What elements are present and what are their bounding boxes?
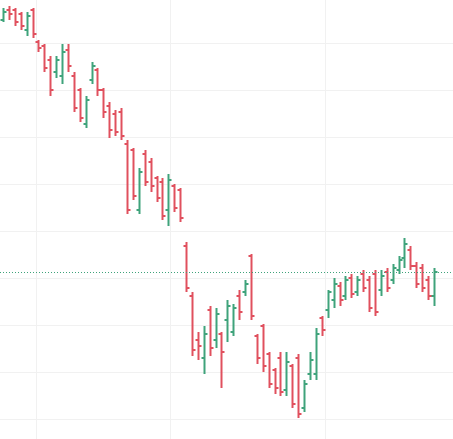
page: {"chart_data": { "type": "ohlc", "up_col…	[0, 0, 453, 439]
chart	[0, 0, 453, 439]
